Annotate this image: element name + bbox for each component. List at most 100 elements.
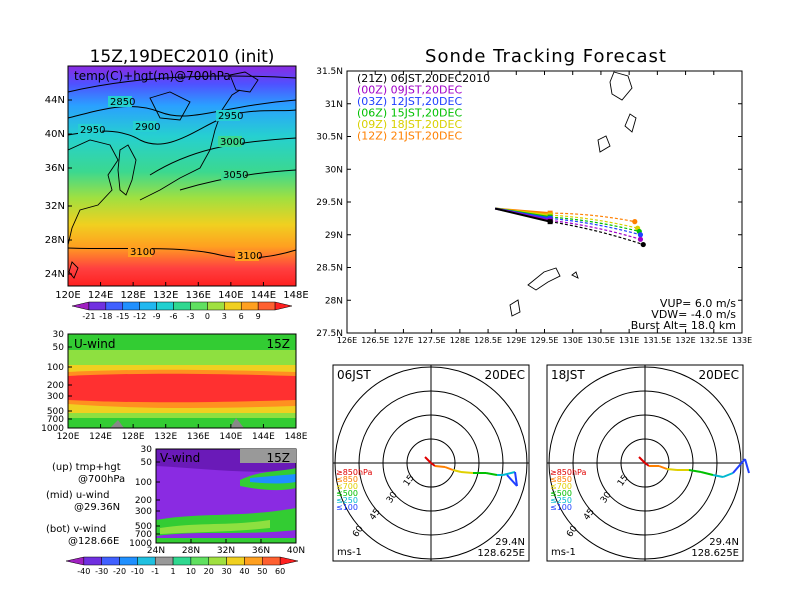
lon-tick-label: 120E: [55, 290, 80, 301]
colorbar-swatch: [137, 556, 156, 566]
lon-tick-label: 120E: [57, 432, 80, 442]
colorbar-swatch: [101, 556, 120, 566]
colorbar-swatch: [244, 556, 263, 566]
descent-track: [550, 217, 641, 236]
legend-up-sub: @700hPa: [78, 474, 125, 485]
lat-tick-label: 31N: [325, 100, 343, 110]
colorbar-swatch: [119, 556, 138, 566]
panel-legend: (up) tmp+hgt @700hPa (mid) u-wind @29.36…: [46, 462, 125, 547]
lon-tick-label: 127E: [393, 336, 413, 345]
colorbar-swatch: [71, 301, 90, 311]
coastline: [571, 271, 579, 279]
colorbar-swatch: [274, 301, 293, 311]
coastline: [117, 144, 137, 196]
hodo-lon: 128.625E: [691, 548, 739, 559]
colorbar-tick-label: -1: [151, 567, 159, 576]
left-title: 15Z,19DEC2010 (init): [90, 47, 275, 67]
descent-track: [550, 216, 640, 233]
lat-tick-label: 40N: [45, 129, 65, 140]
colorbar-swatch: [122, 301, 140, 311]
lon-tick-label: 128E: [120, 290, 145, 301]
colorbar-tick-label: -12: [133, 312, 146, 321]
ascent-track: [494, 207, 551, 223]
colorbar-swatch: [208, 556, 227, 566]
colorbar-tick-label: 3: [222, 312, 227, 321]
hodograph-segment: [700, 471, 714, 476]
pressure-tick-label: 500: [135, 522, 152, 532]
right-title: Sonde Tracking Forecast: [425, 46, 667, 67]
pressure-tick-label: 30: [141, 445, 153, 455]
lat-tick-label: 28N: [325, 296, 343, 306]
colorbar-swatch: [226, 556, 245, 566]
lon-axis: 120E 124E 128E 132E 136E 140E 144E 148E: [57, 424, 308, 442]
lat-axis: 44N 40N 36N 32N 28N 24N: [45, 95, 72, 280]
colorbar-swatch: [154, 556, 174, 566]
lon-tick-label: 136E: [187, 432, 210, 442]
pressure-tick-label: 200: [47, 381, 64, 391]
pressure-tick-label: 30: [53, 330, 65, 340]
lat-tick-label: 24N: [147, 546, 165, 556]
lon-tick-label: 129.5E: [531, 336, 559, 345]
lat-tick-label: 36N: [252, 546, 270, 556]
landing-marker: [637, 236, 644, 242]
contour-label: 3050: [223, 170, 248, 181]
descent-track: [550, 212, 635, 223]
sonde-parameters: VUP= 6.0 m/s VDW= -4.0 m/s Burst Alt= 18…: [631, 297, 737, 332]
legend-bot-sub: @128.66E: [68, 536, 119, 547]
lon-tick-label: 128E: [122, 432, 145, 442]
hodo-legend-entry: ≥850hPa: [550, 468, 587, 477]
pressure-tick-label: 1000: [41, 424, 64, 434]
height-contour: [68, 75, 296, 93]
lon-tick-label: 127.5E: [418, 336, 446, 345]
lon-tick-label: 148E: [283, 290, 308, 301]
hodo-date: 20DEC: [485, 368, 525, 382]
hodograph-segment: [502, 471, 516, 476]
colorbar-tick-label: 20: [204, 567, 214, 576]
lon-tick-label: 126E: [337, 336, 357, 345]
lon-tick-label: 129E: [506, 336, 526, 345]
sonde-tracks: [494, 207, 646, 248]
colorbar-tick-label: -15: [116, 312, 129, 321]
lat-tick-label: 40N: [287, 546, 305, 556]
lon-tick-label: 124E: [89, 432, 112, 442]
colorbar-tick-label: -18: [99, 312, 112, 321]
lon-tick-label: 126.5E: [361, 336, 389, 345]
coastline: [139, 89, 241, 201]
hodograph-segment: [506, 474, 518, 487]
hodograph-segment: [460, 471, 474, 474]
contour-label: 3100: [130, 247, 155, 258]
lon-tick-label: 131.5E: [643, 336, 671, 345]
hodograph-segment: [744, 458, 750, 474]
colorbar-tick-label: 9: [256, 312, 261, 321]
lon-tick-label: 148E: [285, 432, 308, 442]
legend-mid: (mid) u-wind: [46, 490, 109, 501]
burst-marker: [547, 219, 553, 225]
hodograph-segment: [644, 462, 650, 467]
lon-tick-label: 130E: [563, 336, 583, 345]
lon-tick-label: 128.5E: [474, 336, 502, 345]
landing-marker: [637, 232, 644, 238]
colorbar-tick-label: 60: [275, 567, 285, 576]
coastline: [597, 135, 611, 153]
lat-tick-label: 44N: [45, 95, 65, 106]
colorbar-tick-label: -30: [95, 567, 108, 576]
colorbar-tick-label: 50: [257, 567, 267, 576]
lat-tick-label: 30.5N: [316, 133, 343, 143]
hodograph-segment: [452, 469, 462, 473]
lon-tick-label: 132E: [154, 432, 177, 442]
hodo-legend-entry: ≤850: [550, 475, 572, 484]
lat-tick-label: 32N: [45, 201, 65, 212]
lat-tick-label: 29N: [325, 231, 343, 241]
pressure-tick-label: 200: [135, 496, 152, 506]
hodograph-segment: [722, 472, 734, 478]
pressure-tick-label: 1000: [129, 539, 152, 549]
burst-alt-value: Burst Alt= 18.0 km: [631, 319, 736, 332]
lon-tick-label: 130.5E: [587, 336, 615, 345]
pressure-tick-label: 50: [53, 343, 65, 353]
pressure-tick-label: 50: [141, 458, 153, 468]
lon-tick-label: 132E: [153, 290, 178, 301]
hodo-legend-entry: ≤500: [550, 489, 572, 498]
colorbar-tick-label: 6: [239, 312, 244, 321]
